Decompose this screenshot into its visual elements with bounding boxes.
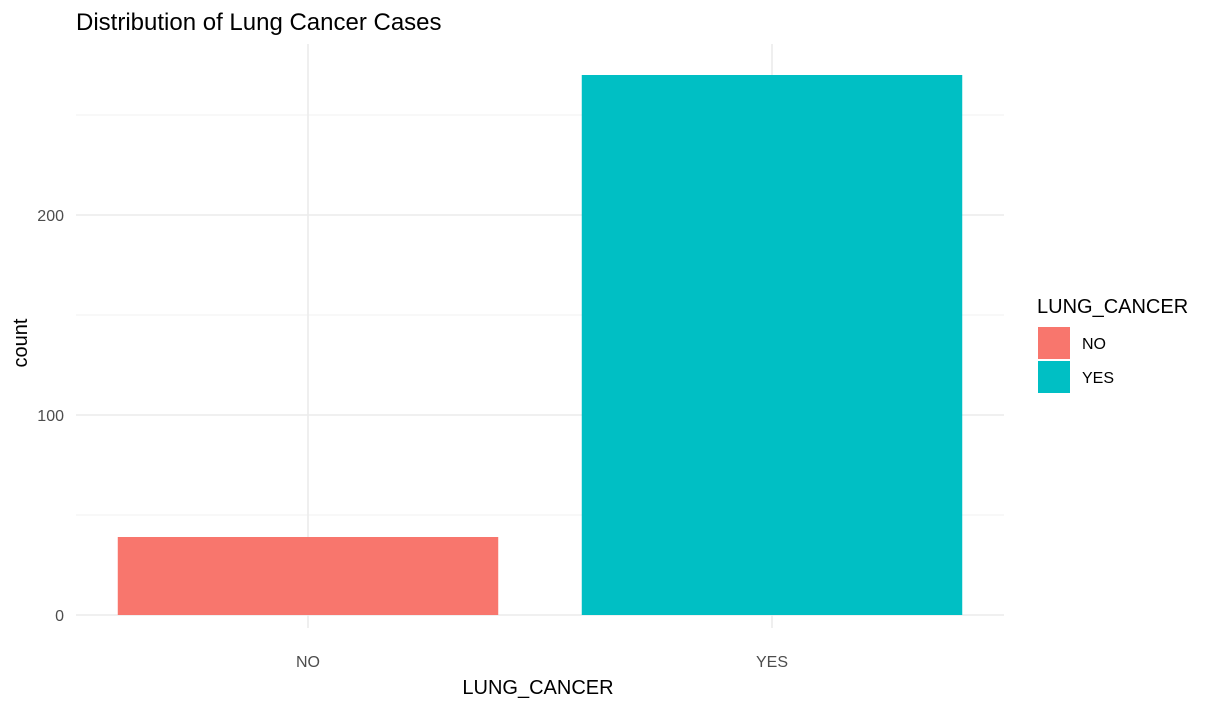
y-axis-ticks: 0 100 200 xyxy=(37,208,64,625)
chart-title: Distribution of Lung Cancer Cases xyxy=(76,9,442,36)
bars xyxy=(117,75,963,615)
x-axis-ticks: NO YES xyxy=(296,654,788,671)
legend-title: LUNG_CANCER xyxy=(1037,296,1188,318)
legend-entries: NO YES xyxy=(1038,327,1114,393)
legend-label-no: NO xyxy=(1082,336,1106,353)
legend-key-yes xyxy=(1038,361,1070,393)
legend-key-no xyxy=(1038,327,1070,359)
bar-yes xyxy=(581,75,963,615)
y-tick-label: 200 xyxy=(37,208,64,225)
legend-label-yes: YES xyxy=(1082,370,1114,387)
bar-no xyxy=(117,537,499,615)
x-tick-label: NO xyxy=(296,654,320,671)
y-tick-label: 0 xyxy=(55,608,64,625)
x-axis-title: LUNG_CANCER xyxy=(462,677,613,699)
y-tick-label: 100 xyxy=(37,408,64,425)
y-axis-title: count xyxy=(10,318,32,367)
x-tick-label: YES xyxy=(756,654,788,671)
legend: LUNG_CANCER NO YES xyxy=(1037,296,1188,393)
